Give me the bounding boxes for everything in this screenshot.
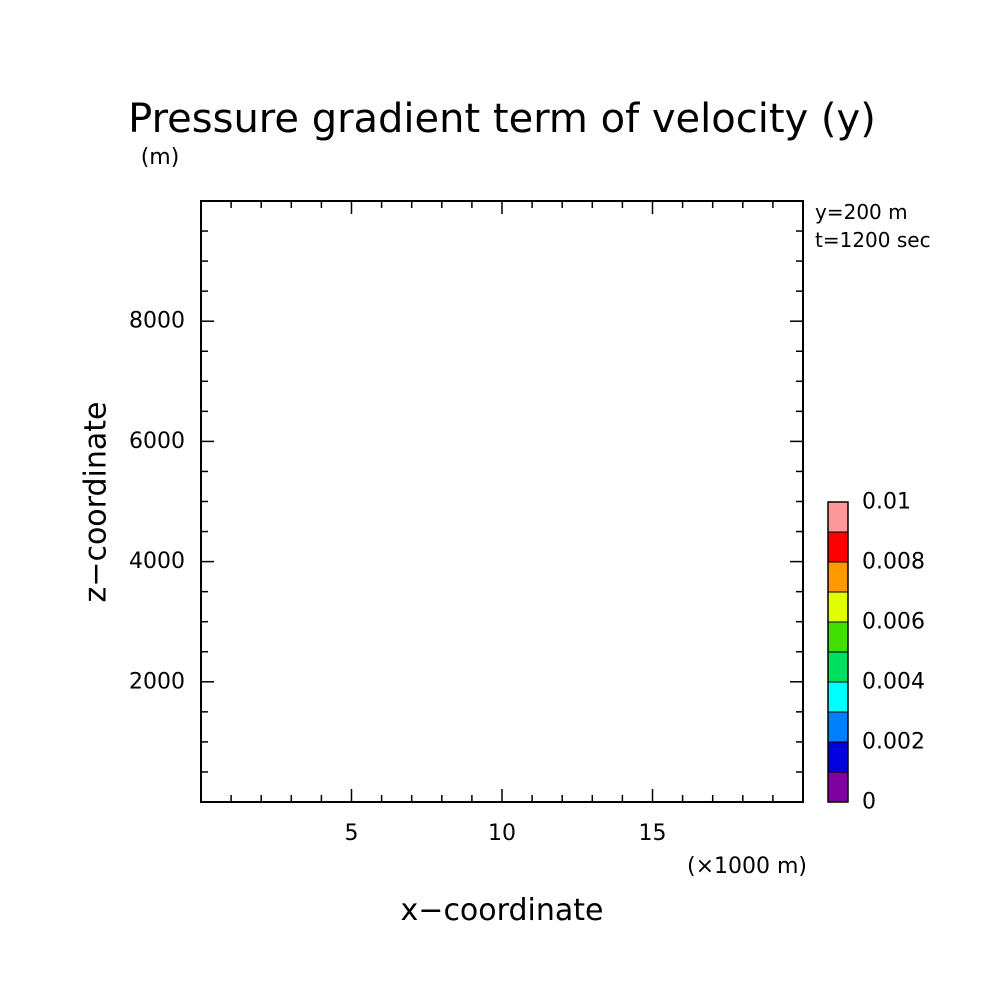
annotation-y-position: y=200 m (815, 200, 908, 224)
colorbar-tick-label: 0.008 (862, 550, 925, 575)
x-tick-label: 15 (639, 821, 667, 846)
colorbar-swatch (827, 561, 849, 593)
colorbar-swatch (827, 501, 849, 533)
colorbar-swatch (827, 711, 849, 743)
colorbar-swatch (827, 621, 849, 653)
axis-ticks (201, 201, 803, 802)
y-axis-label: z−coordinate (79, 402, 114, 603)
colorbar: 0 0.002 0.004 0.006 0.008 0.01 (827, 490, 925, 815)
y-tick-label: 6000 (129, 429, 185, 454)
colorbar-tick-label: 0.01 (862, 490, 911, 515)
colorbar-tick-label: 0.006 (862, 610, 925, 635)
x-axis-unit: (×1000 m) (687, 854, 807, 879)
colorbar-swatch (827, 651, 849, 683)
annotation-time: t=1200 sec (815, 228, 931, 252)
y-axis-unit: (m) (141, 145, 180, 170)
colorbar-swatch (827, 771, 849, 803)
y-tick-label: 8000 (129, 309, 185, 334)
colorbar-tick-label: 0 (862, 790, 876, 815)
x-axis-label: x−coordinate (401, 893, 604, 928)
y-tick-label: 2000 (129, 669, 185, 694)
plot-area (200, 200, 804, 803)
y-tick-label: 4000 (129, 549, 185, 574)
x-tick-label: 5 (345, 821, 359, 846)
colorbar-swatch (827, 741, 849, 773)
colorbar-tick-label: 0.002 (862, 730, 925, 755)
colorbar-swatch (827, 531, 849, 563)
colorbar-frame (827, 501, 849, 803)
chart-title: Pressure gradient term of velocity (y) (128, 96, 876, 142)
colorbar-swatch (827, 681, 849, 713)
colorbar-tick-label: 0.004 (862, 670, 925, 695)
colorbar-swatch (827, 591, 849, 623)
x-tick-label: 10 (488, 821, 516, 846)
axis-tick-labels: 5 10 15 2000 4000 6000 8000 (129, 309, 667, 846)
